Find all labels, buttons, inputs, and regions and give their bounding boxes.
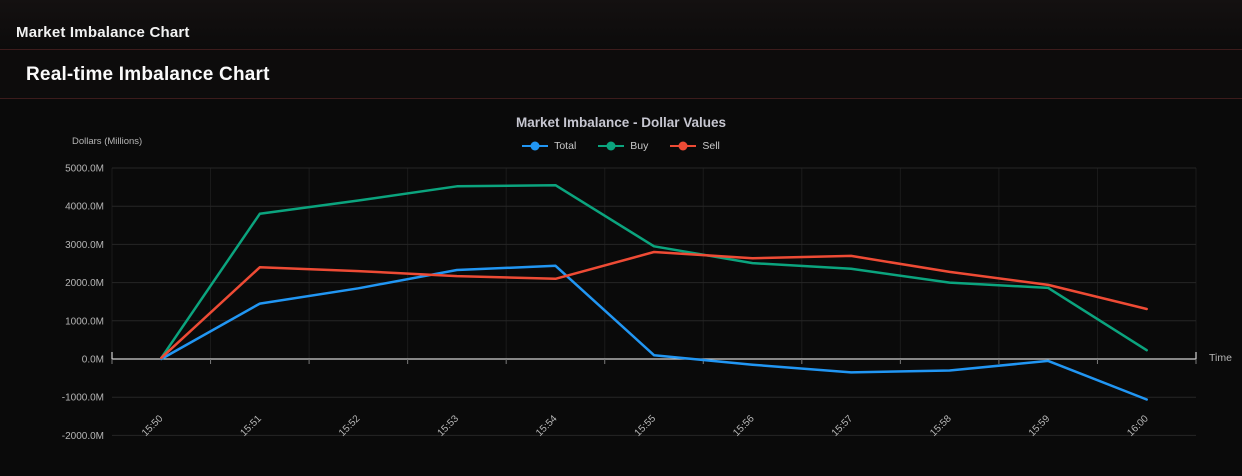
window-titlebar: Market Imbalance Chart: [0, 0, 1242, 50]
y-tick-label: -1000.0M: [62, 393, 104, 404]
y-tick-label: 5000.0M: [65, 164, 104, 175]
y-tick-label: 2000.0M: [65, 278, 104, 289]
y-axis-title: Dollars (Millions): [72, 136, 143, 147]
chart-panel: Market Imbalance - Dollar Values Total B…: [0, 99, 1242, 476]
legend-label-buy: Buy: [630, 140, 649, 152]
page-title: Real-time Imbalance Chart: [26, 64, 270, 85]
x-axis: [111, 352, 1197, 364]
y-tick-label: 0.0M: [82, 355, 104, 366]
legend-item-sell[interactable]: Sell: [670, 140, 720, 152]
page-heading-row: Real-time Imbalance Chart: [0, 50, 1242, 99]
series-line-sell[interactable]: [160, 250, 1148, 360]
legend-label-sell: Sell: [702, 140, 720, 152]
y-tick-label: 1000.0M: [65, 316, 104, 327]
window-title: Market Imbalance Chart: [16, 24, 190, 41]
y-tick-label: 4000.0M: [65, 202, 104, 213]
y-tick-label: -2000.0M: [62, 431, 104, 442]
series-line-total[interactable]: [160, 264, 1148, 401]
legend-marker-sell-icon: [670, 141, 697, 151]
chart-title: Market Imbalance - Dollar Values: [515, 115, 727, 130]
line-chart-canvas[interactable]: 5000.0M 4000.0M 3000.0M 2000.0M 1000.0M 0.0M -…: [0, 99, 1242, 476]
horizontal-gridlines: [112, 167, 1196, 436]
series-line-buy[interactable]: [160, 183, 1148, 360]
vertical-gridlines: [111, 168, 1197, 359]
x-axis-title: Time: [1209, 352, 1232, 364]
legend-label-total: Total: [554, 140, 577, 152]
legend-marker-total-icon: [522, 141, 549, 151]
chart-legend: Total Buy Sell: [0, 140, 1242, 152]
legend-marker-buy-icon: [598, 141, 625, 151]
legend-item-total[interactable]: Total: [522, 140, 576, 152]
y-tick-label: 3000.0M: [65, 240, 104, 251]
y-axis-tick-labels: 5000.0M 4000.0M 3000.0M 2000.0M 1000.0M 0.0M -…: [62, 164, 104, 442]
legend-item-buy[interactable]: Buy: [598, 140, 648, 152]
